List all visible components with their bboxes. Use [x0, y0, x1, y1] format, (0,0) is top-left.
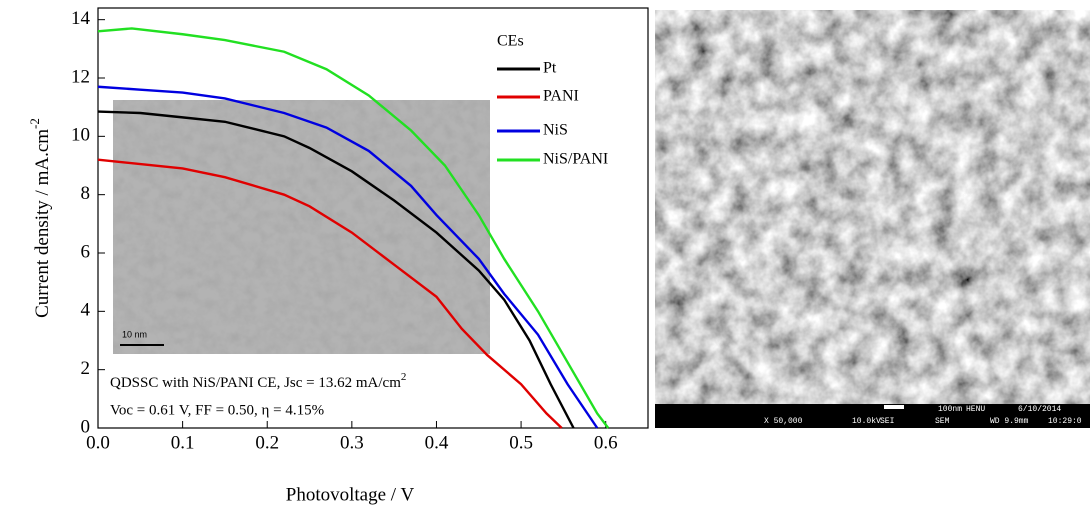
sem-texture [655, 10, 1090, 404]
legend-title: CEs [497, 33, 524, 50]
y-tick-label: 0 [81, 416, 91, 437]
annotation-text: QDSSC with NiS/PANI CE, Jsc = 13.62 mA/c… [110, 375, 401, 391]
sem-scale-bar [884, 405, 904, 409]
x-tick-label: 0.5 [509, 432, 533, 453]
legend-label: Pt [543, 60, 557, 77]
x-tick-label: 0.2 [255, 432, 279, 453]
sem-voltage: 10.0kV [852, 417, 881, 426]
sem-mag: X 50,000 [764, 417, 803, 426]
annotation-sup: 2 [401, 371, 407, 383]
inset-scale-label: 10 nm [122, 329, 147, 339]
sem-time: 10:29:0 [1048, 417, 1082, 426]
y-tick-label: 6 [81, 241, 91, 262]
y-tick-label: 14 [71, 8, 91, 29]
y-tick-label: 10 [71, 125, 90, 146]
x-tick-label: 0.6 [594, 432, 618, 453]
legend-label: PANI [543, 88, 579, 105]
sem-mode: SEM [935, 417, 950, 426]
legend-label: NiS [543, 122, 568, 139]
annotation-line1: QDSSC with NiS/PANI CE, Jsc = 13.62 mA/c… [110, 371, 406, 392]
annotation-line2: Voc = 0.61 V, FF = 0.50, η = 4.15% [110, 402, 324, 418]
sem-detector: SEI [880, 417, 894, 426]
y-tick-label: 12 [71, 66, 90, 87]
y-tick-label: 4 [81, 300, 91, 321]
sem-wd: WD 9.9mm [990, 417, 1029, 426]
inset-texture [113, 100, 490, 354]
x-tick-label: 0.4 [425, 432, 449, 453]
sem-scale-label: 100nm [938, 405, 962, 414]
y-axis-label: Current density / mA.cm-2 [27, 118, 53, 318]
sem-image: 100nm HENU 6/10/2014 X 50,000 10.0kV SEI… [655, 10, 1090, 428]
sem-date: 6/10/2014 [1018, 405, 1061, 414]
sem-lab: HENU [966, 405, 985, 414]
y-label-text: Current density / mA.cm [32, 129, 53, 318]
y-tick-label: 2 [81, 358, 91, 379]
x-tick-label: 0.1 [171, 432, 195, 453]
legend-label: NiS/PANI [543, 151, 608, 168]
y-tick-label: 8 [81, 183, 91, 204]
figure: 10 nm 100nm HENU 6/10/2014 X 50,000 10.0… [0, 0, 1090, 509]
y-label-sup: -2 [27, 118, 42, 129]
x-tick-label: 0.3 [340, 432, 364, 453]
x-axis-label: Photovoltage / V [286, 484, 415, 505]
